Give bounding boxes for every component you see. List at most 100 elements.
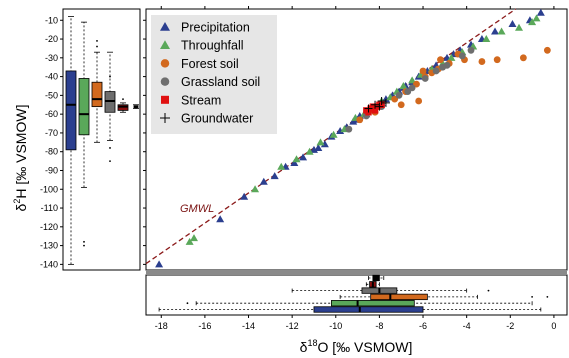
x-tick-label: -16 — [198, 321, 211, 331]
point-throughfall — [447, 53, 456, 61]
y-tick-label: -90 — [45, 165, 58, 175]
x-tick-label: 0 — [551, 321, 556, 331]
y-tick-label: -70 — [45, 128, 58, 138]
y-tick-label: -50 — [45, 90, 58, 100]
y-boxplot-forest-soil — [91, 40, 103, 143]
point-forest-soil — [478, 58, 486, 65]
point-groundwater — [377, 97, 386, 106]
point-stream — [371, 107, 379, 114]
point-precipitation — [309, 145, 318, 153]
point-throughfall — [305, 147, 314, 155]
point-forest-soil — [419, 67, 427, 75]
x-boxplot-stream — [365, 281, 380, 288]
point-precipitation — [240, 192, 249, 200]
point-precipitation — [290, 158, 299, 166]
y-axis-label: δ2H [‰ VSMOW] — [12, 105, 29, 212]
legend-label-groundwater: Groundwater — [181, 112, 253, 126]
point-precipitation — [216, 215, 225, 223]
y-tick-label: -140 — [40, 259, 58, 269]
point-throughfall — [329, 130, 338, 138]
point-precipitation — [381, 95, 390, 103]
legend-marker-stream — [161, 95, 169, 104]
y-boxplot-stream — [117, 98, 129, 113]
legend-marker-throughfall — [160, 40, 170, 49]
point-precipitation — [270, 172, 279, 180]
point-groundwater — [364, 104, 373, 113]
point-throughfall — [528, 18, 537, 26]
legend-marker-precipitation — [160, 22, 170, 31]
x-tick-label: -6 — [419, 321, 427, 331]
x-boxplot-forest-soil — [339, 293, 549, 301]
x-tick-label: -10 — [329, 321, 342, 331]
x-boxplot-groundwater — [368, 274, 385, 282]
point-throughfall — [292, 155, 301, 163]
y-tick-label: -40 — [45, 72, 58, 82]
y-tick-label: -100 — [40, 184, 58, 194]
point-groundwater — [381, 98, 390, 107]
legend-marker-grassland-soil — [160, 77, 170, 86]
point-throughfall — [399, 81, 408, 89]
point-throughfall — [482, 35, 491, 43]
point-grassland-soil — [345, 125, 353, 133]
y-boxplot-grassland-soil — [104, 51, 116, 162]
point-precipitation — [349, 117, 358, 125]
point-forest-soil — [543, 46, 551, 54]
point-throughfall — [316, 138, 325, 146]
x-boxplot-precipitation — [158, 306, 542, 313]
point-precipitation — [259, 177, 268, 185]
point-forest-soil — [519, 54, 527, 62]
point-precipitation — [155, 260, 164, 268]
point-forest-soil — [356, 116, 364, 124]
legend-label-precipitation: Precipitation — [181, 21, 250, 35]
y-tick-label: -20 — [45, 34, 58, 44]
y-tick-label: -130 — [40, 241, 58, 251]
point-throughfall — [251, 185, 260, 193]
legend-label-grassland-soil: Grassland soil — [181, 75, 260, 89]
point-forest-soil — [493, 56, 501, 64]
y-tick-label: -10 — [45, 15, 58, 25]
point-precipitation — [336, 127, 345, 135]
point-stream — [369, 103, 377, 110]
point-throughfall — [532, 14, 541, 22]
legend-marker-groundwater — [160, 113, 170, 123]
point-forest-soil — [437, 56, 444, 64]
x-tick-label: -2 — [506, 321, 514, 331]
point-precipitation — [299, 153, 308, 161]
legend: Precipitation Throughfall Forest soil Grass… — [151, 15, 277, 134]
point-grassland-soil — [458, 52, 466, 60]
x-tick-label: -12 — [286, 321, 299, 331]
x-boxplot-throughfall — [186, 300, 533, 307]
point-precipitation — [320, 140, 329, 148]
point-throughfall — [408, 76, 417, 84]
point-throughfall — [185, 237, 194, 245]
legend-marker-forest-soil — [160, 59, 170, 68]
x-tick-label: -14 — [242, 321, 255, 331]
x-axis-label: δ18O [‰ VSMOW] — [300, 338, 413, 355]
legend-label-stream: Stream — [181, 93, 221, 107]
point-precipitation — [491, 27, 500, 35]
legend-background — [151, 15, 277, 134]
point-precipitation — [314, 143, 323, 151]
point-precipitation — [536, 8, 545, 16]
point-groundwater — [371, 100, 380, 109]
legend-label-throughfall: Throughfall — [181, 39, 244, 53]
y-boxplot-groundwater — [133, 104, 139, 109]
x-tick-label: -4 — [463, 321, 471, 331]
point-throughfall — [189, 234, 198, 242]
gmwl-label: GMWL — [180, 203, 214, 215]
left-boxplot-frame — [62, 8, 141, 271]
point-grassland-soil — [467, 46, 475, 54]
y-tick-label: -80 — [45, 147, 58, 157]
y-tick-label: -110 — [41, 203, 58, 213]
point-grassland-soil — [395, 91, 403, 99]
x-tick-label: -18 — [155, 321, 168, 331]
point-throughfall — [497, 27, 506, 35]
y-tick-label: -60 — [45, 109, 58, 119]
point-grassland-soil — [432, 67, 440, 75]
y-tick-label: -30 — [45, 53, 58, 63]
point-precipitation — [508, 20, 517, 28]
point-forest-soil — [415, 97, 423, 105]
legend-label-forest-soil: Forest soil — [181, 57, 239, 71]
y-boxplot-throughfall — [78, 21, 90, 247]
